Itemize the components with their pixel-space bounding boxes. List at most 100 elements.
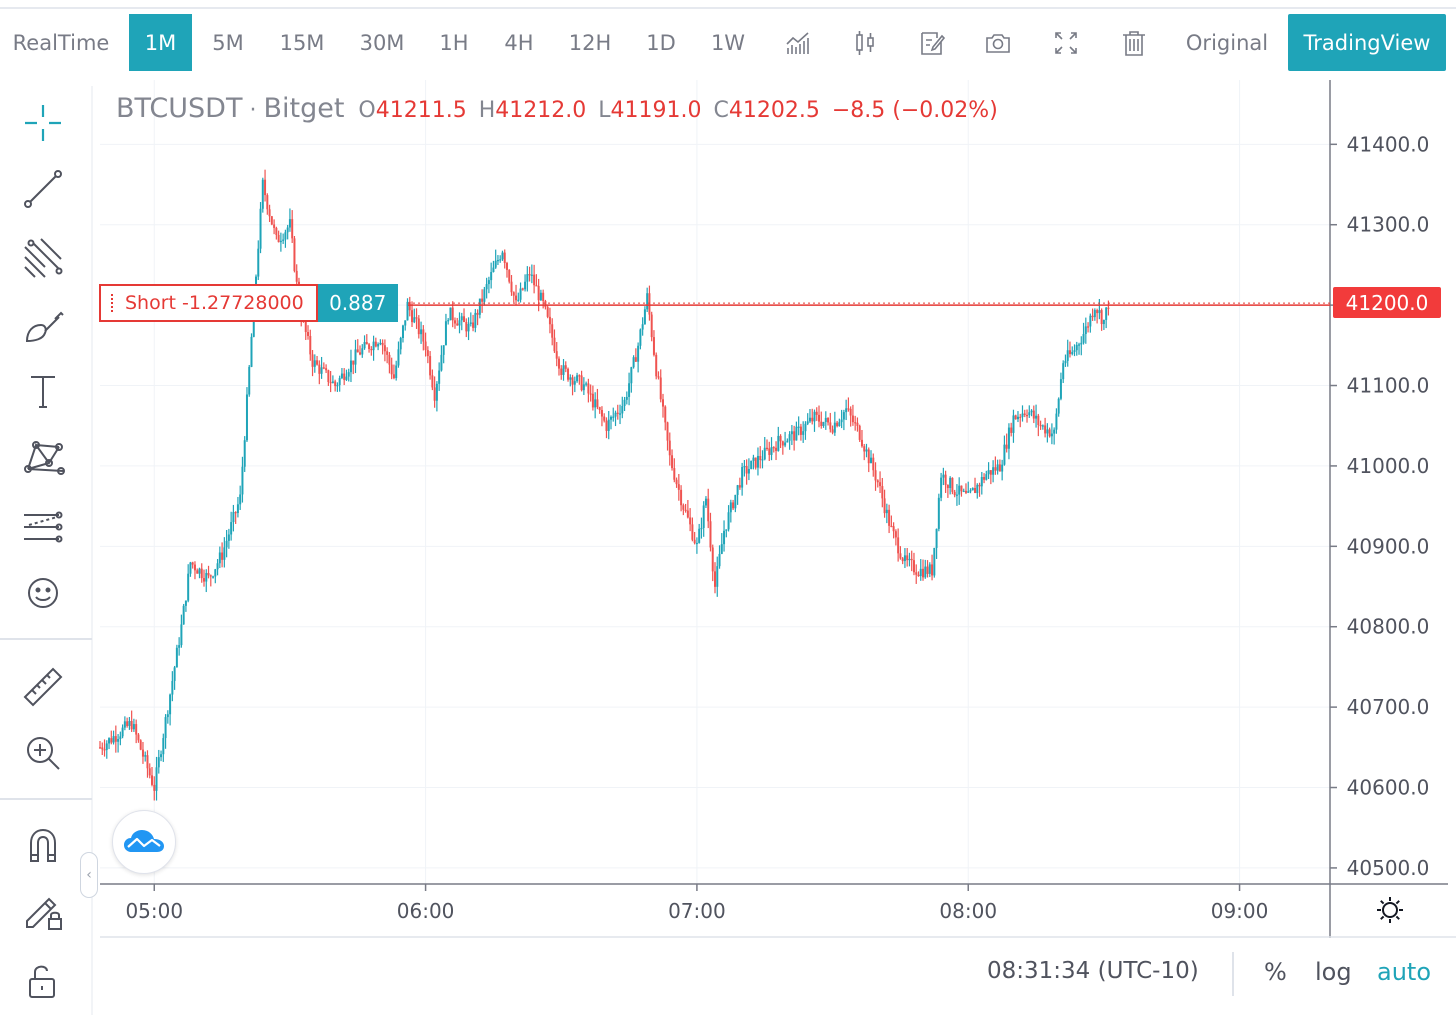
drawing-edit-icon[interactable] bbox=[910, 14, 954, 71]
candle-body bbox=[1039, 424, 1042, 427]
candle-body bbox=[510, 281, 513, 293]
candle-body bbox=[499, 259, 502, 261]
candle-body bbox=[736, 485, 739, 495]
candle-body bbox=[695, 542, 698, 545]
text-icon[interactable] bbox=[14, 362, 72, 420]
candle-body bbox=[953, 491, 956, 496]
candle-body bbox=[811, 417, 814, 422]
candle-style-icon[interactable] bbox=[843, 14, 887, 71]
emoji-icon[interactable] bbox=[14, 564, 72, 622]
candle-body bbox=[259, 208, 262, 249]
position-pnl[interactable]: 0.887 bbox=[317, 284, 398, 322]
candle-body bbox=[630, 367, 633, 384]
fullscreen-icon[interactable] bbox=[1044, 14, 1088, 71]
symbol-name[interactable]: BTCUSDT bbox=[116, 93, 243, 124]
candle-body bbox=[175, 647, 178, 668]
interval-1h-button[interactable]: 1H bbox=[439, 30, 469, 55]
auto-scale-toggle[interactable]: auto bbox=[1377, 958, 1432, 986]
log-scale-toggle[interactable]: log bbox=[1315, 958, 1352, 986]
camera-icon[interactable] bbox=[976, 14, 1020, 71]
candle-body bbox=[361, 348, 364, 355]
crosshair-icon[interactable] bbox=[14, 94, 72, 152]
candle-body bbox=[933, 547, 936, 576]
candle-body bbox=[560, 368, 563, 375]
price-axis-label: 40900.0 bbox=[1347, 534, 1430, 558]
candle-body bbox=[664, 406, 667, 423]
interval-1m-button[interactable]: 1M bbox=[129, 14, 192, 71]
candle-body bbox=[842, 412, 845, 420]
chart-settings-icon[interactable] bbox=[1370, 890, 1410, 930]
ruler-icon[interactable] bbox=[14, 658, 72, 716]
candle-body bbox=[476, 312, 479, 315]
interval-1w-button[interactable]: 1W bbox=[710, 30, 746, 55]
interval-1d-button[interactable]: 1D bbox=[646, 30, 676, 55]
candle-body bbox=[216, 563, 219, 570]
tradingview-chart-button[interactable]: TradingView bbox=[1288, 14, 1446, 71]
lock-pencil-icon[interactable] bbox=[14, 882, 72, 940]
candle-body bbox=[917, 574, 920, 577]
candle-body bbox=[483, 289, 486, 302]
candle-body bbox=[440, 354, 443, 371]
candle-body bbox=[490, 272, 493, 281]
candle-body bbox=[438, 370, 441, 384]
candle-body bbox=[148, 768, 151, 776]
candle-body bbox=[546, 307, 549, 317]
original-chart-button[interactable]: Original bbox=[1185, 30, 1269, 55]
candle-body bbox=[270, 216, 273, 225]
candle-body bbox=[162, 738, 165, 755]
indicators-icon[interactable] bbox=[776, 14, 820, 71]
position-widget[interactable]: Short -1.27728000 0.887 bbox=[99, 284, 398, 322]
drag-handle[interactable] bbox=[111, 294, 114, 312]
candle-body bbox=[157, 757, 160, 768]
unlock-icon[interactable] bbox=[14, 952, 72, 1010]
interval-4h-button[interactable]: 4H bbox=[504, 30, 534, 55]
interval-15m-button[interactable]: 15M bbox=[279, 30, 325, 55]
candle-body bbox=[548, 316, 551, 325]
short-position-label[interactable]: Short -1.27728000 bbox=[99, 284, 318, 322]
realtime-button[interactable]: RealTime bbox=[12, 30, 110, 55]
candle-body bbox=[1082, 333, 1085, 343]
fib-icon[interactable] bbox=[14, 228, 72, 286]
high-value: 41212.0 bbox=[495, 98, 587, 123]
zoom-in-icon[interactable] bbox=[14, 724, 72, 782]
brush-icon[interactable] bbox=[14, 296, 72, 354]
candle-body bbox=[221, 552, 224, 560]
candle-body bbox=[892, 526, 895, 532]
candle-body bbox=[472, 322, 475, 328]
candle-body bbox=[594, 399, 597, 408]
collapse-sidebar-button[interactable]: ‹ bbox=[80, 852, 98, 898]
bottom-bar: 08:31:34 (UTC-10) % log auto bbox=[92, 938, 1456, 1015]
trash-icon[interactable] bbox=[1112, 14, 1156, 71]
candle-body bbox=[557, 358, 560, 369]
candle-body bbox=[309, 335, 312, 355]
magnet-icon[interactable] bbox=[14, 816, 72, 874]
candle-body bbox=[288, 219, 291, 228]
percent-scale-toggle[interactable]: % bbox=[1264, 958, 1287, 986]
candle-body bbox=[349, 360, 352, 373]
candle-body bbox=[241, 466, 244, 495]
candle-body bbox=[648, 293, 651, 315]
time-axis-label: 09:00 bbox=[1211, 899, 1269, 923]
timezone-clock[interactable]: 08:31:34 (UTC-10) bbox=[987, 958, 1199, 984]
candle-body bbox=[501, 252, 504, 260]
interval-30m-button[interactable]: 30M bbox=[359, 30, 405, 55]
tradingview-logo[interactable] bbox=[112, 810, 176, 874]
trend-line-icon[interactable] bbox=[14, 160, 72, 218]
candle-body bbox=[784, 442, 787, 446]
candle-body bbox=[616, 412, 619, 414]
candle-body bbox=[621, 406, 624, 414]
candle-body bbox=[408, 301, 411, 311]
pattern-icon[interactable] bbox=[14, 428, 72, 486]
candle-body bbox=[1075, 344, 1078, 351]
candle-body bbox=[974, 488, 977, 494]
candle-body bbox=[173, 667, 176, 681]
interval-5m-button[interactable]: 5M bbox=[212, 30, 244, 55]
candle-body bbox=[250, 336, 253, 367]
candle-body bbox=[661, 399, 664, 407]
interval-12h-button[interactable]: 12H bbox=[568, 30, 612, 55]
candle-body bbox=[245, 394, 248, 441]
prediction-icon[interactable] bbox=[14, 496, 72, 554]
candle-body bbox=[1091, 315, 1094, 318]
candle-body bbox=[322, 367, 325, 369]
